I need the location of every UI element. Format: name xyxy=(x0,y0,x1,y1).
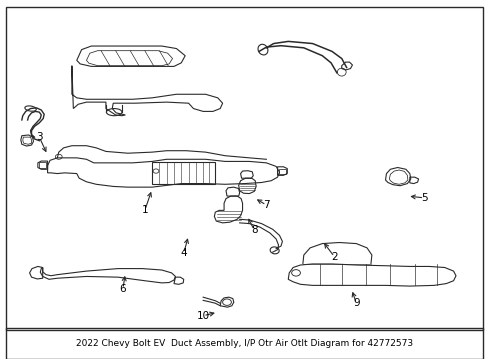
Text: 8: 8 xyxy=(250,225,257,235)
Bar xyxy=(39,162,45,168)
Text: 3: 3 xyxy=(36,132,42,142)
Text: 1: 1 xyxy=(141,205,148,215)
Text: 6: 6 xyxy=(120,284,126,294)
Text: 9: 9 xyxy=(352,298,359,308)
Text: 4: 4 xyxy=(180,248,186,258)
Bar xyxy=(6,328,482,359)
Text: 2022 Chevy Bolt EV  Duct Assembly, I/P Otr Air Otlt Diagram for 42772573: 2022 Chevy Bolt EV Duct Assembly, I/P Ot… xyxy=(76,339,412,348)
Text: 7: 7 xyxy=(263,200,269,210)
Text: 10: 10 xyxy=(196,311,209,321)
Bar xyxy=(152,162,215,184)
Text: 2: 2 xyxy=(330,252,337,262)
Bar xyxy=(279,168,285,174)
Text: 5: 5 xyxy=(420,193,427,203)
